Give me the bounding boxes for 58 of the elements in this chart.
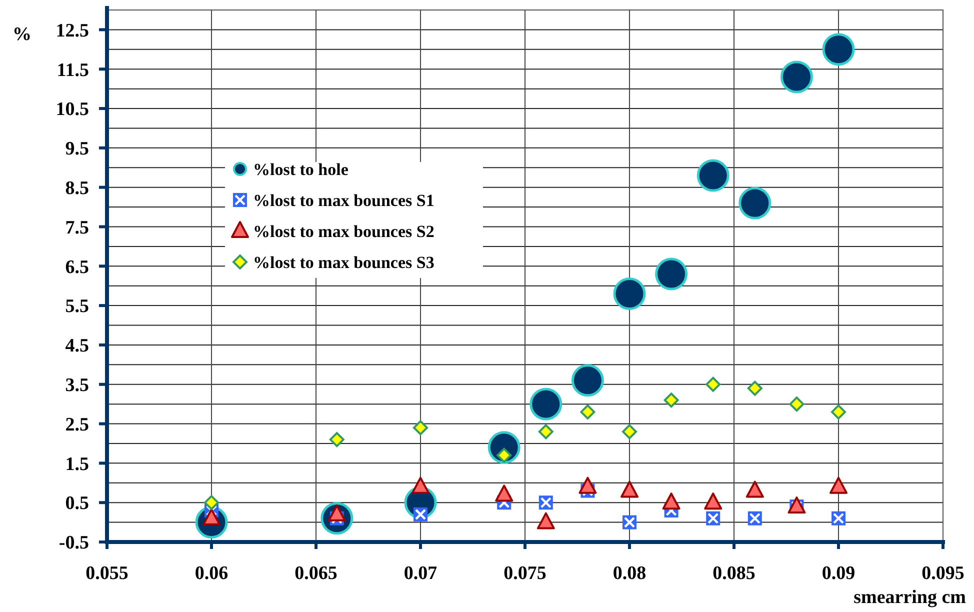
y-tick-label: 3.5	[65, 375, 89, 396]
point	[613, 277, 646, 310]
point	[578, 476, 597, 494]
legend-label: %lost to max bounces S3	[253, 253, 434, 272]
point	[495, 484, 514, 502]
legend-label: %lost to max bounces S1	[253, 191, 434, 210]
point	[412, 476, 430, 494]
x-tick-label: 0.055	[86, 563, 128, 584]
y-tick-label: 10.5	[56, 99, 89, 120]
y-tick-label: 9.5	[65, 138, 89, 160]
point	[704, 492, 722, 510]
point	[746, 480, 764, 498]
point	[620, 480, 638, 498]
point	[536, 512, 555, 530]
y-tick-label: 4.5	[65, 336, 89, 357]
point	[664, 392, 679, 408]
point	[655, 258, 688, 290]
point	[780, 60, 813, 94]
x-tick-label: 0.07	[404, 563, 438, 584]
point	[622, 424, 637, 440]
y-tick-label: -0.5	[58, 532, 89, 554]
x-tick-label: 0.065	[294, 563, 338, 584]
x-tick-label: 0.085	[712, 563, 756, 584]
point	[830, 476, 848, 494]
y-tick-label: 2.5	[65, 414, 89, 436]
point	[571, 364, 604, 397]
point	[747, 380, 762, 396]
y-tick-label: 1.5	[65, 454, 89, 475]
y-tick-label: 7.5	[65, 217, 89, 238]
y-tick-label: 0.5	[65, 493, 89, 514]
y-tick-label: 11.5	[56, 60, 89, 81]
point	[538, 424, 554, 440]
point	[706, 376, 721, 392]
y-tick-label: 6.5	[65, 256, 89, 278]
point	[662, 492, 680, 510]
point	[789, 396, 804, 412]
point	[822, 33, 855, 66]
point	[696, 159, 730, 192]
y-tick-label: 8.5	[65, 178, 89, 199]
x-tick-label: 0.095	[922, 563, 964, 584]
point	[738, 186, 772, 220]
x-tick-label: 0.09	[822, 563, 856, 584]
x-axis-title: smearring cm	[854, 587, 966, 608]
legend-label: %lost to hole	[253, 160, 349, 179]
point	[530, 388, 562, 420]
point	[413, 420, 428, 436]
y-axis-title: %	[12, 24, 32, 45]
point	[831, 404, 846, 420]
x-tick-label: 0.06	[194, 563, 228, 584]
y-tick-label: 5.5	[65, 296, 89, 318]
legend-label: %lost to max bounces S2	[253, 222, 434, 241]
x-tick-label: 0.08	[612, 563, 646, 584]
point	[204, 495, 219, 510]
y-tick-label: 12.5	[56, 20, 89, 42]
point	[580, 404, 596, 420]
x-tick-label: 0.075	[504, 563, 546, 584]
point	[788, 496, 806, 514]
point	[329, 432, 344, 448]
